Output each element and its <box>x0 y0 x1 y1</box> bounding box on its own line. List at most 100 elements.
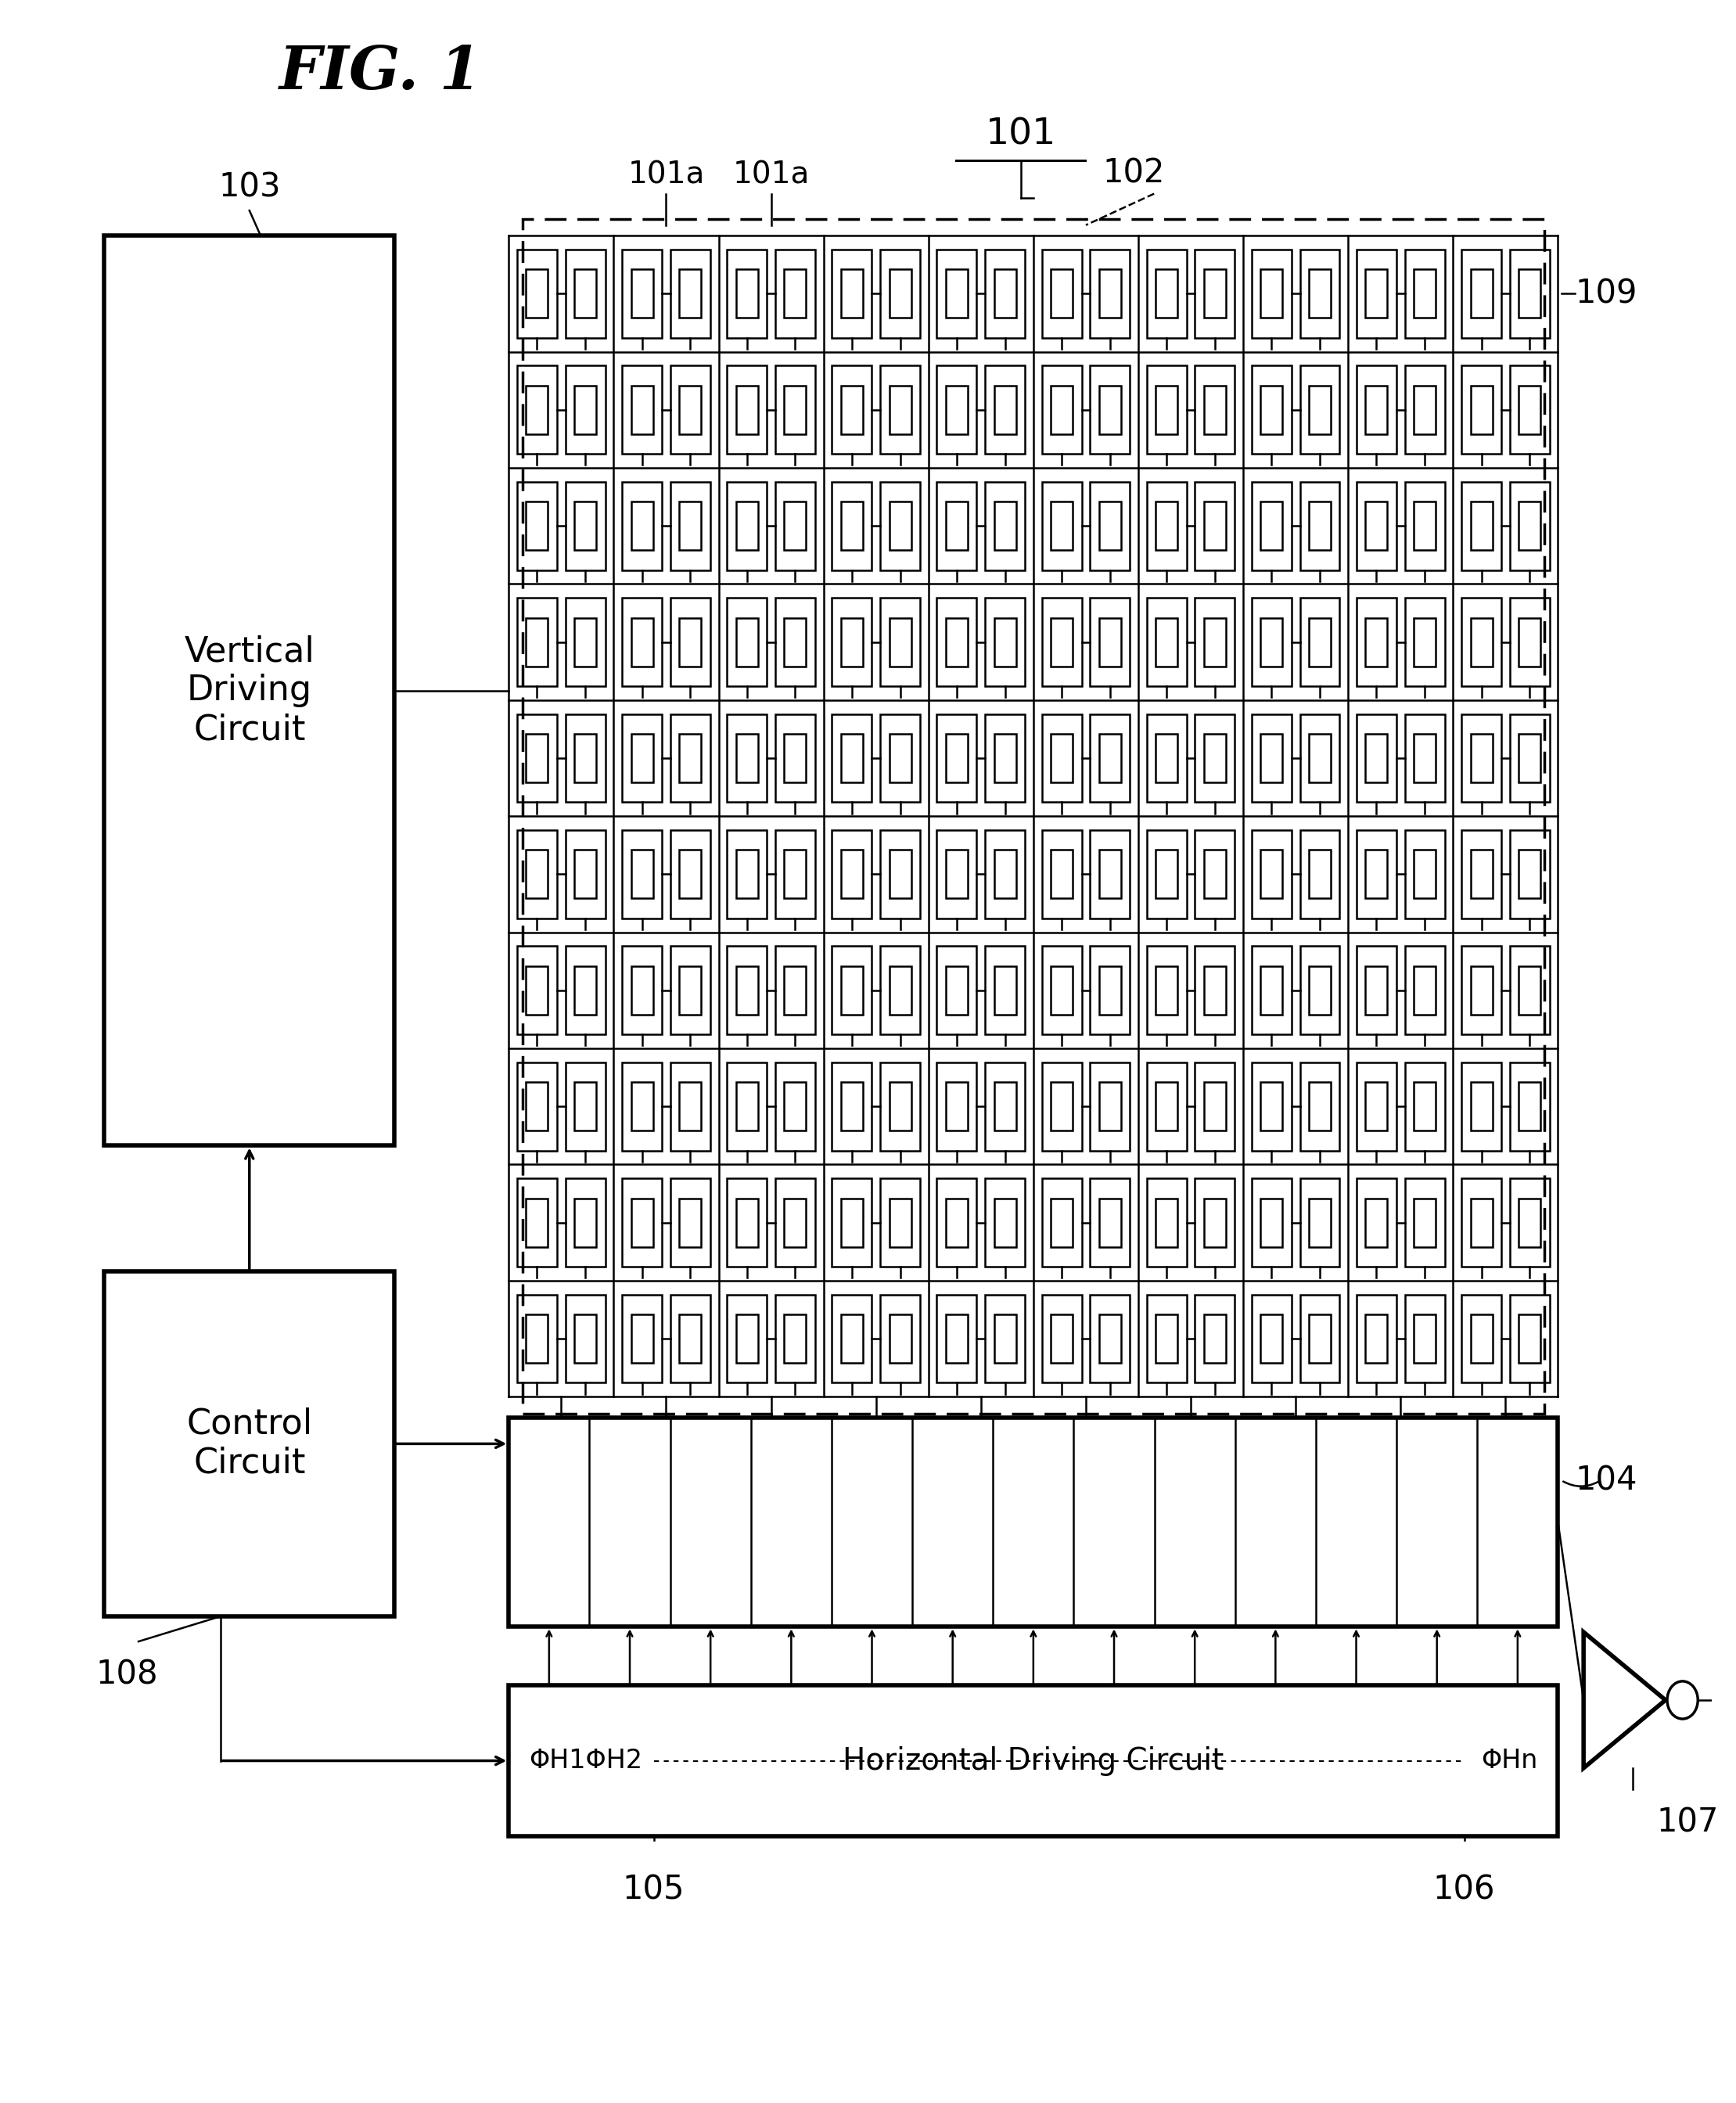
Bar <box>575 385 595 433</box>
Bar <box>1309 965 1332 1014</box>
Text: 109: 109 <box>1575 278 1637 309</box>
Bar <box>526 618 549 667</box>
Bar <box>566 831 606 919</box>
Bar <box>1203 269 1226 318</box>
Bar <box>1413 850 1436 898</box>
Bar <box>517 713 557 801</box>
Bar <box>937 1295 977 1384</box>
Bar <box>1300 1062 1340 1150</box>
Bar <box>785 269 806 318</box>
Bar <box>946 1199 967 1247</box>
Bar <box>984 1062 1024 1150</box>
Bar <box>1260 1314 1283 1363</box>
Bar <box>1050 1083 1073 1131</box>
Bar <box>727 597 767 686</box>
Bar <box>889 734 911 782</box>
Bar <box>1300 831 1340 919</box>
Bar <box>1366 503 1387 551</box>
Bar <box>1519 1083 1540 1131</box>
Bar <box>526 503 549 551</box>
Bar <box>937 713 977 801</box>
Bar <box>1194 713 1234 801</box>
Text: 101a: 101a <box>628 160 705 189</box>
Bar <box>946 965 967 1014</box>
Bar <box>566 366 606 454</box>
Bar <box>785 850 806 898</box>
Bar <box>1519 1199 1540 1247</box>
Bar <box>995 503 1016 551</box>
Bar <box>1156 1199 1177 1247</box>
Bar <box>946 850 967 898</box>
Bar <box>1356 597 1396 686</box>
Bar <box>575 734 595 782</box>
Bar <box>1050 1199 1073 1247</box>
Bar <box>937 366 977 454</box>
Bar <box>1050 734 1073 782</box>
Bar <box>517 250 557 339</box>
Bar <box>517 1178 557 1266</box>
Bar <box>776 482 816 570</box>
Bar <box>1462 597 1502 686</box>
Bar <box>880 946 920 1035</box>
Bar <box>946 1314 967 1363</box>
Bar <box>1050 1314 1073 1363</box>
Bar <box>1300 366 1340 454</box>
Bar <box>1366 734 1387 782</box>
Bar <box>1413 734 1436 782</box>
Bar <box>880 250 920 339</box>
Bar <box>630 1083 653 1131</box>
Bar <box>566 1062 606 1150</box>
Bar <box>937 250 977 339</box>
Bar <box>517 482 557 570</box>
Bar <box>785 1314 806 1363</box>
Bar <box>1366 850 1387 898</box>
Bar <box>1309 1199 1332 1247</box>
Bar <box>1300 482 1340 570</box>
Bar <box>1042 1062 1082 1150</box>
Bar <box>526 734 549 782</box>
Bar <box>832 597 871 686</box>
Bar <box>785 965 806 1014</box>
Bar <box>776 1062 816 1150</box>
Bar <box>1404 831 1444 919</box>
Bar <box>1462 1062 1502 1150</box>
Bar <box>727 482 767 570</box>
Bar <box>1519 269 1540 318</box>
Bar <box>1366 1083 1387 1131</box>
Bar <box>566 597 606 686</box>
Text: 101: 101 <box>986 116 1055 151</box>
Bar <box>840 965 863 1014</box>
Bar <box>104 236 394 1146</box>
Bar <box>727 1062 767 1150</box>
Bar <box>679 734 701 782</box>
Bar <box>670 250 710 339</box>
Bar <box>937 946 977 1035</box>
Bar <box>1203 503 1226 551</box>
Bar <box>1194 366 1234 454</box>
Bar <box>1462 1178 1502 1266</box>
Bar <box>880 713 920 801</box>
Bar <box>946 734 967 782</box>
Bar <box>1194 946 1234 1035</box>
Bar <box>1252 1178 1292 1266</box>
Bar <box>1366 1199 1387 1247</box>
Bar <box>984 831 1024 919</box>
Bar <box>1462 946 1502 1035</box>
Bar <box>776 713 816 801</box>
Bar <box>1260 734 1283 782</box>
Bar <box>1147 946 1186 1035</box>
Bar <box>1203 1199 1226 1247</box>
Bar <box>736 1199 759 1247</box>
Bar <box>1356 1295 1396 1384</box>
Bar <box>1404 713 1444 801</box>
Bar <box>1252 597 1292 686</box>
Bar <box>670 366 710 454</box>
Bar <box>1300 946 1340 1035</box>
Bar <box>840 503 863 551</box>
Bar <box>1510 366 1550 454</box>
Bar <box>1356 1178 1396 1266</box>
Bar <box>1356 946 1396 1035</box>
Bar <box>679 850 701 898</box>
Bar <box>1260 1199 1283 1247</box>
Bar <box>1252 250 1292 339</box>
